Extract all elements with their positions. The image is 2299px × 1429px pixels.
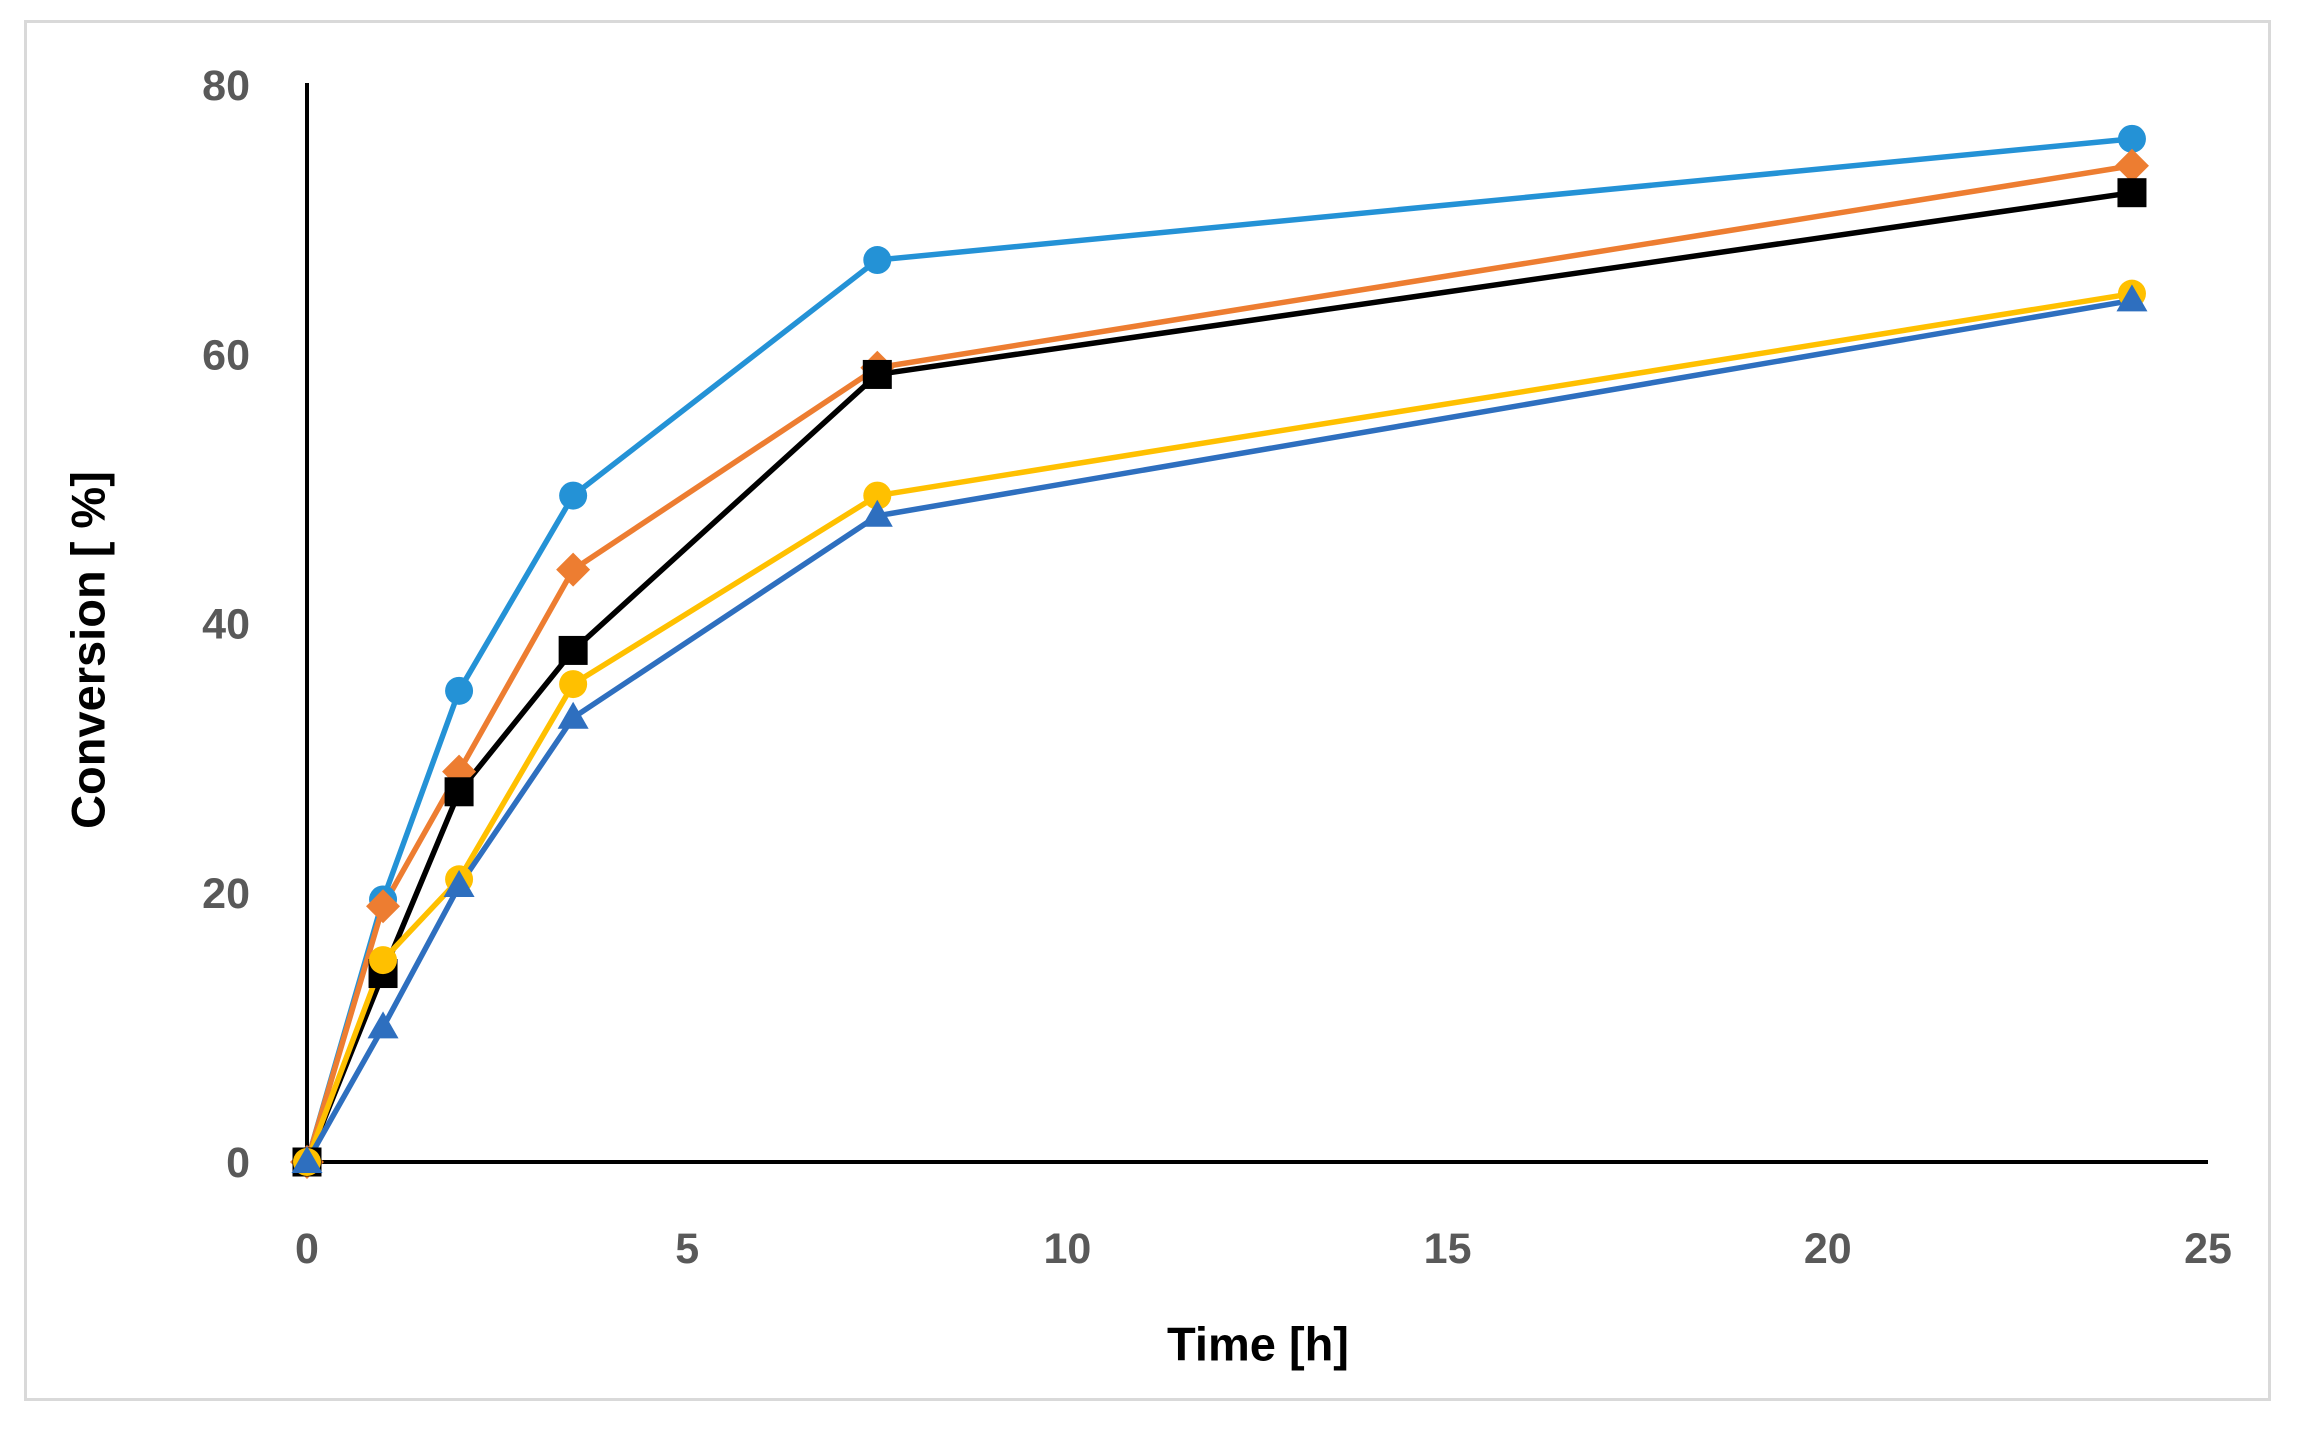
data-point-yellow-circles bbox=[863, 481, 892, 510]
x-tick-label: 5 bbox=[675, 1225, 699, 1273]
data-point-black-squares bbox=[558, 635, 588, 665]
data-point-blue-triangles bbox=[443, 870, 475, 898]
data-point-light-blue-circles bbox=[2117, 124, 2146, 153]
y-axis-title: Conversion [ %] bbox=[61, 471, 115, 829]
x-axis-title: Time [h] bbox=[1167, 1317, 1349, 1371]
data-point-black-squares bbox=[444, 777, 474, 807]
y-tick-label: 80 bbox=[202, 62, 250, 110]
series-line-black-squares bbox=[304, 189, 2133, 1164]
data-point-light-blue-circles bbox=[863, 246, 892, 275]
data-point-black-squares bbox=[862, 359, 892, 389]
data-point-yellow-circles bbox=[559, 670, 588, 699]
x-tick-label: 25 bbox=[2184, 1225, 2232, 1273]
data-point-blue-triangles bbox=[861, 499, 893, 527]
x-tick-label: 20 bbox=[1804, 1225, 1852, 1273]
data-point-blue-triangles bbox=[367, 1011, 399, 1039]
y-tick-label: 60 bbox=[202, 331, 250, 379]
data-point-light-blue-circles bbox=[445, 676, 474, 705]
y-tick-label: 0 bbox=[226, 1139, 250, 1187]
data-point-light-blue-circles bbox=[559, 481, 588, 510]
series-line-yellow-circles bbox=[304, 290, 2133, 1163]
data-point-blue-triangles bbox=[2116, 284, 2148, 312]
data-point-orange-diamonds bbox=[366, 889, 401, 924]
y-tick-label: 40 bbox=[202, 601, 250, 649]
series-line-blue-triangles bbox=[304, 297, 2133, 1164]
data-point-blue-triangles bbox=[557, 701, 589, 729]
y-tick-label: 20 bbox=[202, 870, 250, 918]
data-point-yellow-circles bbox=[369, 946, 398, 975]
data-point-black-squares bbox=[2117, 178, 2147, 208]
data-point-orange-diamonds bbox=[556, 552, 591, 587]
x-tick-label: 10 bbox=[1043, 1225, 1091, 1273]
chart-frame-border bbox=[24, 20, 2271, 1401]
data-point-blue-triangles bbox=[291, 1146, 323, 1173]
x-tick-label: 0 bbox=[295, 1225, 319, 1273]
x-tick-label: 15 bbox=[1424, 1225, 1472, 1273]
series-line-orange-diamonds bbox=[304, 163, 2133, 1163]
data-point-orange-diamonds bbox=[2114, 148, 2149, 183]
